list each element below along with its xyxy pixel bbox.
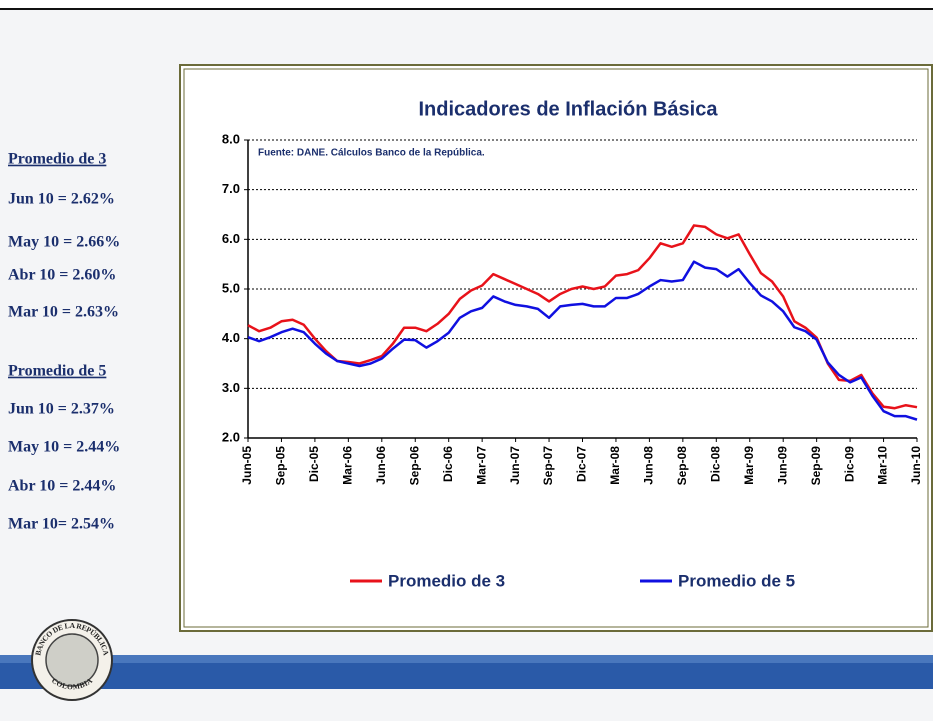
y-tick-label: 5.0 — [222, 280, 240, 295]
x-tick-label: Dic-07 — [575, 446, 589, 482]
x-tick-label: Jun-08 — [642, 446, 656, 485]
y-tick-label: 6.0 — [222, 231, 240, 246]
sidebar-item: Mar 10= 2.54% — [8, 516, 115, 533]
chart-frame — [179, 64, 933, 632]
x-tick-label: Sep-08 — [675, 446, 689, 486]
sidebar-item: Abr 10 = 2.60% — [8, 267, 116, 284]
y-tick-label: 2.0 — [222, 429, 240, 444]
x-tick-label: Jun-07 — [508, 446, 522, 485]
x-tick-label: Mar-06 — [341, 446, 355, 485]
sidebar-item: May 10 = 2.66% — [8, 234, 120, 251]
sidebar-heading: Promedio de 3 — [8, 151, 106, 168]
x-tick-label: Sep-07 — [541, 446, 555, 486]
x-tick-label: Dic-05 — [307, 446, 321, 482]
x-tick-label: Jun-10 — [909, 446, 923, 485]
legend-label: Promedio de 3 — [388, 571, 505, 590]
x-tick-label: Sep-05 — [274, 446, 288, 486]
y-tick-label: 8.0 — [222, 131, 240, 146]
seal: BANCO DE LA REPÚBLICA COLOMBIA — [31, 619, 113, 701]
x-tick-label: Dic-08 — [708, 446, 722, 482]
x-tick-label: Jun-06 — [374, 446, 388, 485]
x-tick-label: Jun-09 — [775, 446, 789, 485]
sidebar-heading: Promedio de 5 — [8, 363, 106, 380]
sidebar-item: Mar 10 = 2.63% — [8, 304, 119, 321]
x-tick-label: Mar-07 — [474, 446, 488, 485]
x-tick-label: Mar-10 — [876, 446, 890, 485]
sidebar-item: Abr 10 = 2.44% — [8, 478, 116, 495]
legend-label: Promedio de 5 — [678, 571, 795, 590]
chart-title: Indicadores de Inflación Básica — [419, 98, 719, 120]
x-tick-label: Dic-06 — [441, 446, 455, 482]
seal-face — [45, 633, 99, 687]
x-tick-label: Sep-09 — [809, 446, 823, 486]
sidebar-item: Jun 10 = 2.62% — [8, 191, 115, 208]
source-note: Fuente: DANE. Cálculos Banco de la Repúb… — [258, 148, 485, 159]
x-tick-label: Mar-09 — [742, 446, 756, 485]
series-line — [247, 224, 918, 410]
bottom-band-highlight — [0, 655, 933, 663]
sidebar-item: May 10 = 2.44% — [8, 439, 120, 456]
top-strip — [0, 0, 933, 9]
chart-frame-inner — [183, 68, 929, 628]
x-tick-label: Sep-06 — [407, 446, 421, 486]
y-tick-label: 3.0 — [222, 380, 240, 395]
x-tick-label: Dic-09 — [842, 446, 856, 482]
y-tick-label: 4.0 — [222, 330, 240, 345]
sidebar-item: Jun 10 = 2.37% — [8, 401, 115, 418]
series-line — [247, 260, 918, 421]
x-tick-label: Mar-08 — [608, 446, 622, 485]
y-tick-label: 7.0 — [222, 181, 240, 196]
x-tick-label: Jun-05 — [240, 446, 254, 485]
